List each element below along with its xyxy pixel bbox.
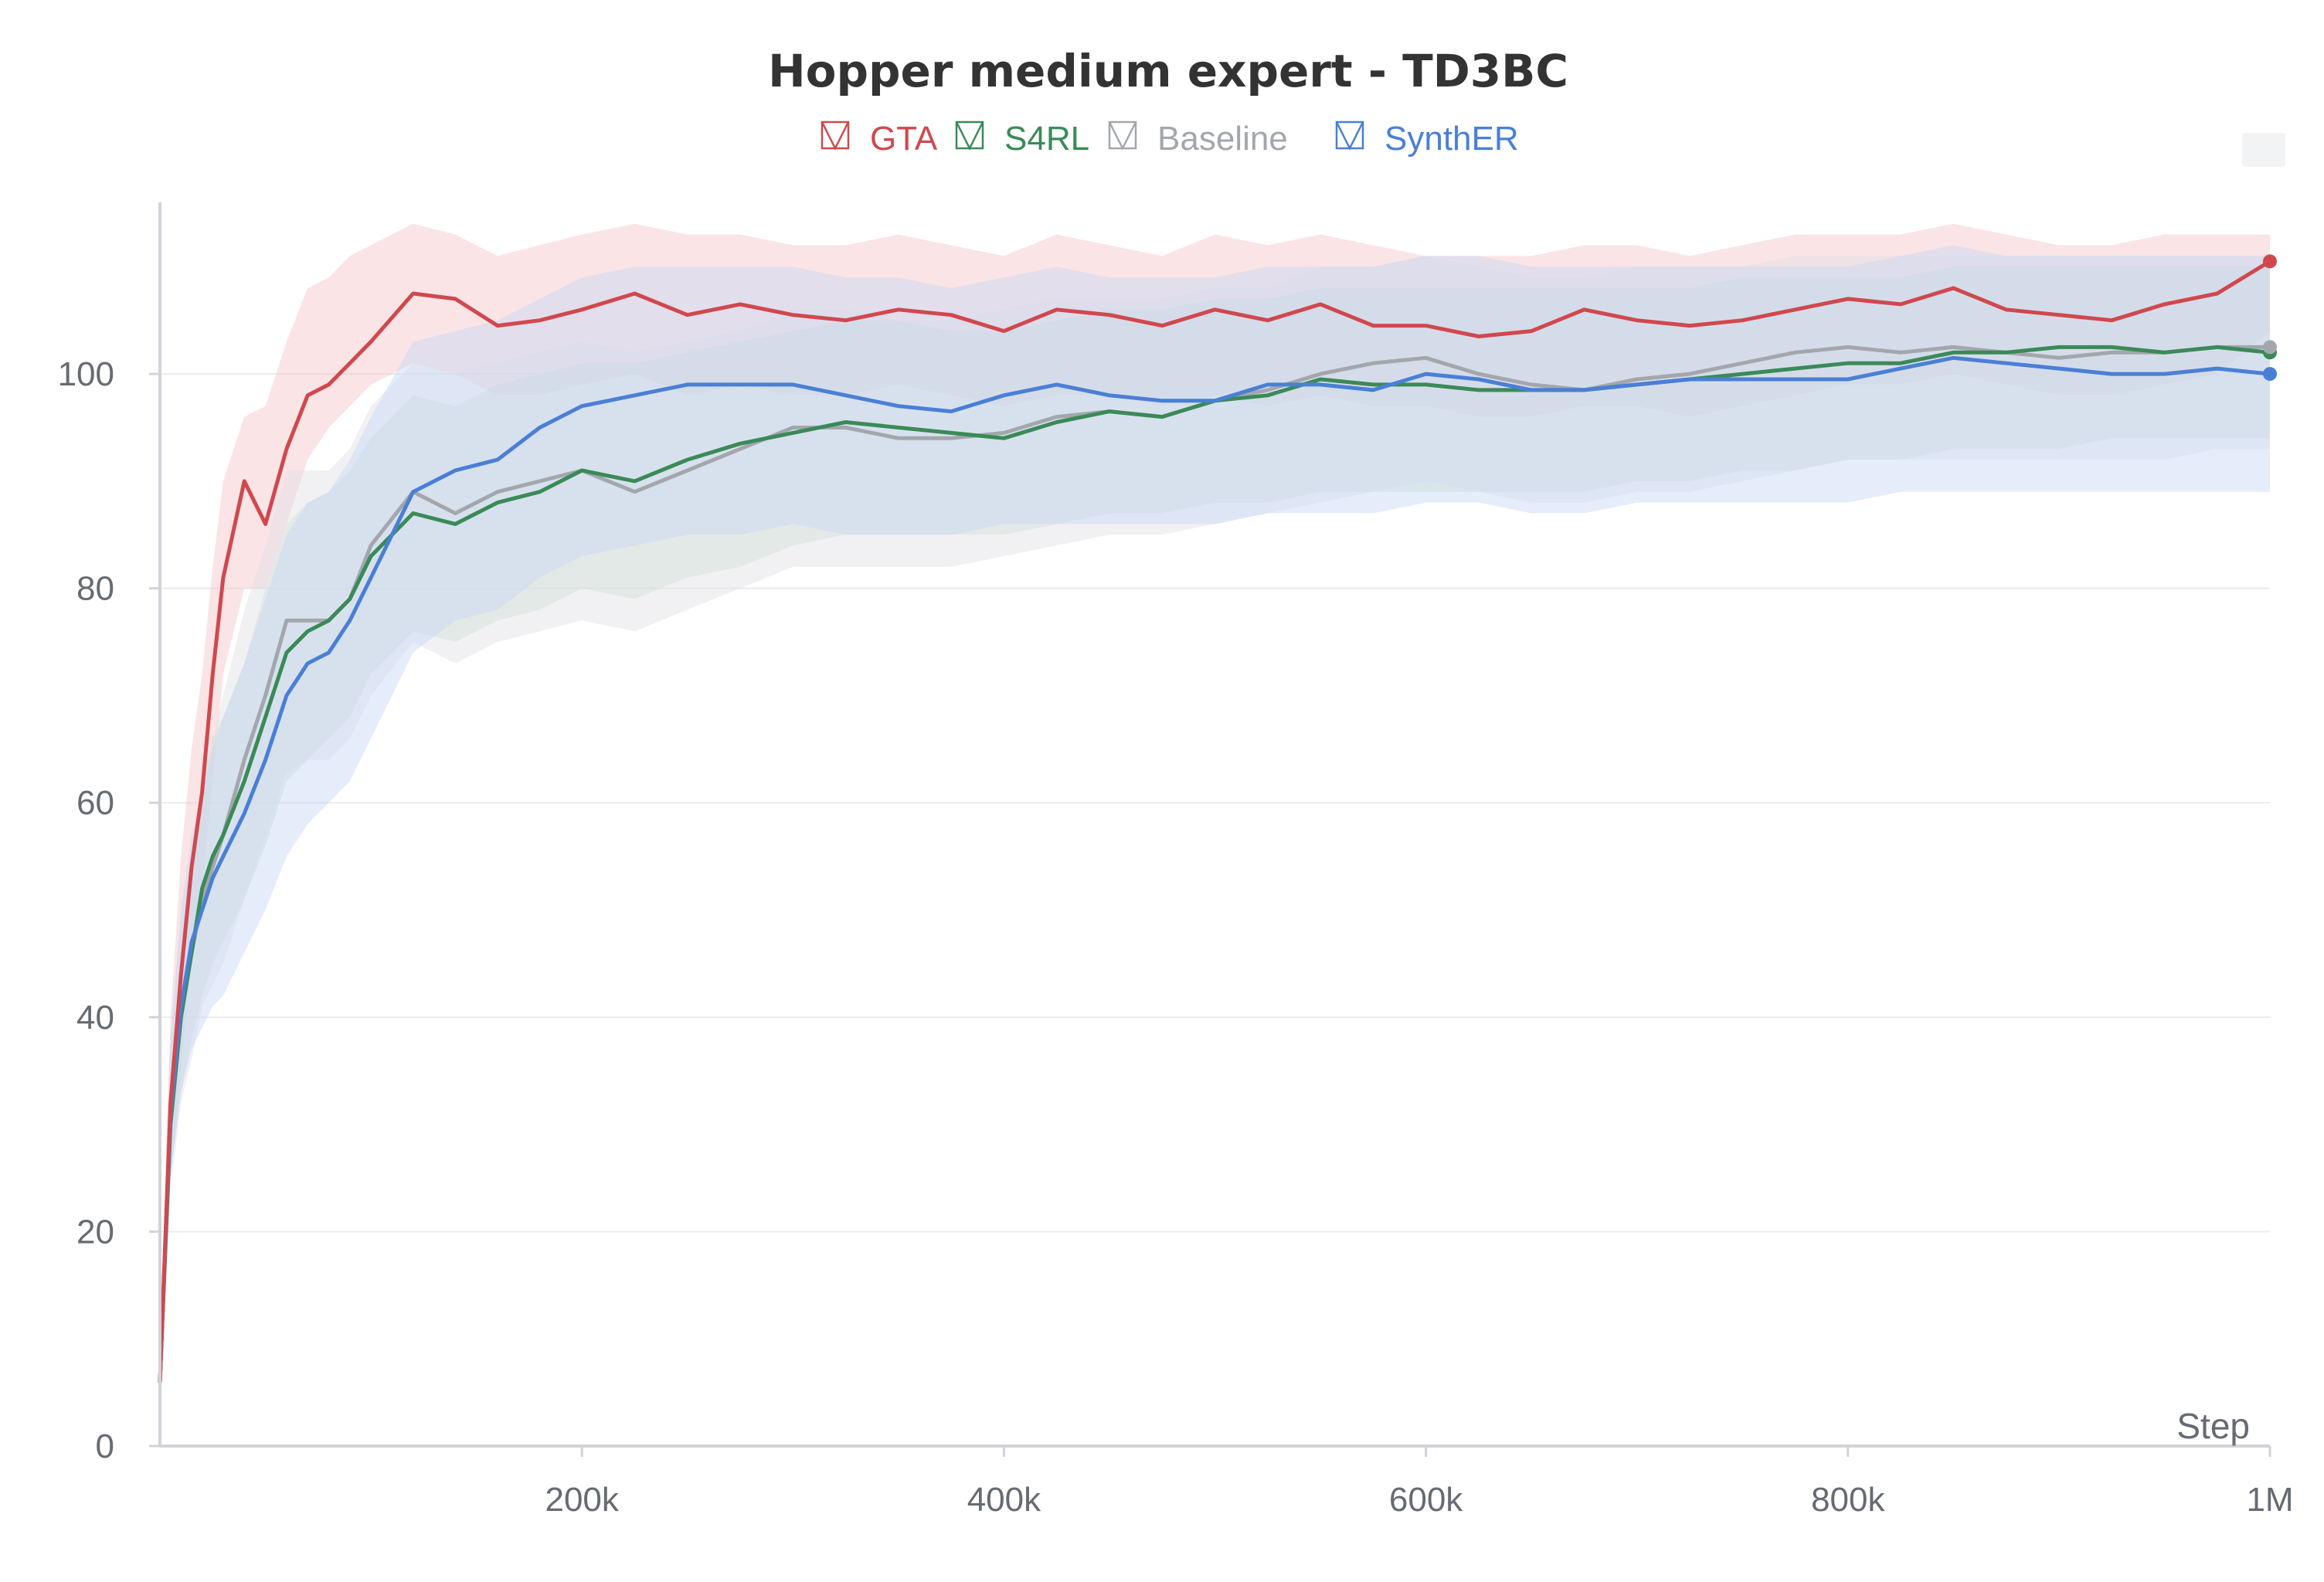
x-tick-label: 400k bbox=[967, 1481, 1041, 1519]
legend: GTA S4RL Baseline SynthER bbox=[821, 120, 1519, 158]
legend-item-baseline[interactable]: Baseline bbox=[1108, 120, 1288, 158]
legend-item-s4rl[interactable]: S4RL bbox=[955, 120, 1089, 158]
grid bbox=[160, 373, 2270, 1233]
legend-label: GTA bbox=[870, 120, 938, 158]
band-s4rl bbox=[160, 266, 2270, 1414]
end-point-gta bbox=[2263, 254, 2277, 269]
line-gta bbox=[158, 259, 2272, 1384]
x-axis-title: Step bbox=[2176, 1406, 2250, 1446]
x-tick-label: 1M bbox=[2246, 1481, 2293, 1519]
line-baseline bbox=[158, 345, 2272, 1384]
legend-label: S4RL bbox=[1004, 120, 1089, 158]
legend-swatch-icon bbox=[1108, 121, 1137, 150]
x-tick-label: 200k bbox=[545, 1481, 619, 1519]
chart-title: Hopper medium expert - TD3BC bbox=[768, 45, 1568, 97]
legend-swatch-mark bbox=[821, 121, 850, 151]
y-tick-label: 100 bbox=[58, 355, 114, 393]
y-tick-label: 20 bbox=[76, 1213, 114, 1251]
legend-swatch-icon bbox=[1335, 121, 1364, 150]
end-point-baseline bbox=[2263, 340, 2277, 355]
series-end-markers bbox=[2263, 254, 2277, 382]
line-synther bbox=[158, 355, 2272, 1384]
legend-swatch-mark bbox=[955, 121, 984, 151]
legend-item-gta[interactable]: GTA bbox=[821, 120, 938, 158]
band-baseline bbox=[160, 256, 2270, 1414]
legend-settings-button[interactable] bbox=[2242, 133, 2285, 167]
y-tick-label: 60 bbox=[76, 784, 114, 822]
x-tick-label: 600k bbox=[1389, 1481, 1463, 1519]
x-axis-ticks: 200k 400k 600k 800k 1M bbox=[545, 1446, 2294, 1519]
y-tick-label: 40 bbox=[76, 999, 114, 1037]
legend-swatch-icon bbox=[821, 121, 850, 150]
y-tick-label: 0 bbox=[96, 1428, 114, 1465]
legend-item-synther[interactable]: SynthER bbox=[1335, 120, 1519, 158]
legend-swatch-mark bbox=[1335, 121, 1364, 151]
end-point-synther bbox=[2263, 367, 2277, 382]
x-tick-label: 800k bbox=[1811, 1481, 1885, 1519]
legend-label: SynthER bbox=[1385, 120, 1519, 158]
y-axis-ticks: 0 20 40 60 80 100 bbox=[58, 355, 160, 1465]
y-tick-label: 80 bbox=[76, 570, 114, 608]
legend-label: Baseline bbox=[1157, 120, 1288, 158]
legend-swatch-icon bbox=[955, 121, 984, 150]
band-synther bbox=[160, 245, 2270, 1414]
series-lines bbox=[158, 259, 2272, 1384]
axes bbox=[158, 202, 2270, 1448]
legend-swatch-mark bbox=[1108, 121, 1137, 151]
line-s4rl bbox=[158, 345, 2272, 1384]
